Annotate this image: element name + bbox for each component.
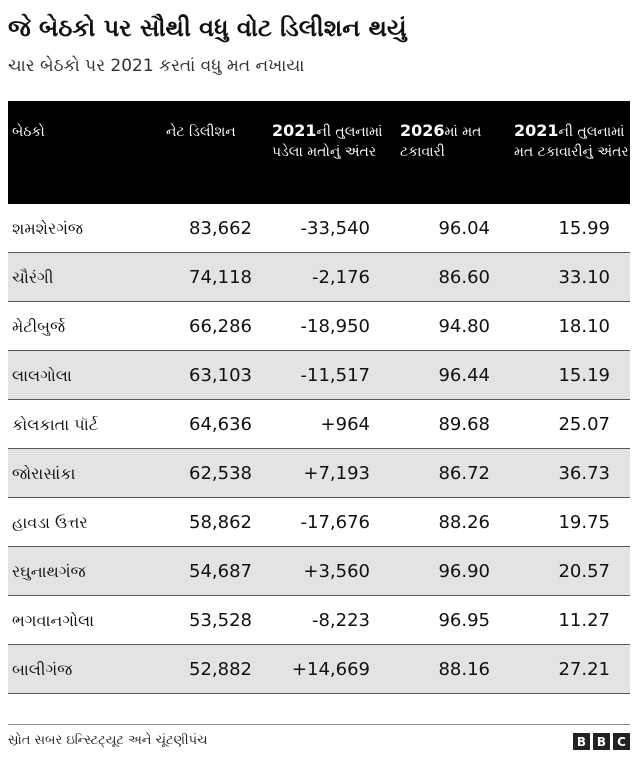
page-subtitle: ચાર બેઠકો પર 2021 કરતાં વધુ મત નખાયા: [8, 56, 305, 76]
table-body: શમશેરગંજ 83,662 -33,540 96.04 15.99 ચૌરંગી 74,…: [8, 204, 630, 694]
cell-seat: કોલકાતા પૉર્ટ: [12, 415, 99, 434]
column-header-turnout-diff: 2021ની તુલનામાં મત ટકાવારીનું અંતર: [514, 121, 629, 160]
page-title: જે બેઠકો પર સૌથી વધુ વોટ ડિલીશન થયું: [8, 14, 407, 42]
column-header-seat: બેઠકો: [12, 124, 45, 140]
table-row: જોરાસાંકા 62,538 +7,193 86.72 36.73: [8, 449, 630, 498]
bbc-logo-letter: B: [593, 733, 610, 750]
column-header-vote-diff: 2021ની તુલનામાં પડેલા મતોનું અંતર: [272, 121, 383, 160]
cell-seat: ભગવાનગોલા: [12, 611, 94, 630]
cell-turnout-diff: 33.10: [558, 267, 610, 288]
table-row: મેટીબુર્જ 66,286 -18,950 94.80 18.10: [8, 302, 630, 351]
table-row: લાલગોલા 63,103 -11,517 96.44 15.19: [8, 351, 630, 400]
cell-turnout-2026: 88.26: [438, 512, 490, 533]
cell-turnout-2026: 88.16: [438, 659, 490, 680]
cell-net-deletion: 53,528: [189, 610, 252, 631]
cell-turnout-diff: 25.07: [558, 414, 610, 435]
bbc-logo-letter: B: [573, 733, 590, 750]
column-header-turnout-2026: 2026માં મત ટકાવારી: [400, 121, 482, 160]
cell-net-deletion: 64,636: [189, 414, 252, 435]
cell-vote-diff: +7,193: [303, 463, 370, 484]
cell-net-deletion: 62,538: [189, 463, 252, 484]
bbc-logo: B B C: [573, 733, 630, 750]
cell-turnout-diff: 18.10: [558, 316, 610, 337]
table-row: કોલકાતા પૉર્ટ 64,636 +964 89.68 25.07: [8, 400, 630, 449]
cell-vote-diff: -8,223: [311, 610, 370, 631]
table-row: ભગવાનગોલા 53,528 -8,223 96.95 11.27: [8, 596, 630, 645]
cell-vote-diff: -33,540: [300, 218, 370, 239]
cell-turnout-2026: 86.72: [438, 463, 490, 484]
cell-net-deletion: 66,286: [189, 316, 252, 337]
cell-turnout-2026: 96.95: [438, 610, 490, 631]
cell-turnout-diff: 20.57: [558, 561, 610, 582]
cell-turnout-2026: 89.68: [438, 414, 490, 435]
cell-net-deletion: 58,862: [189, 512, 252, 533]
bbc-logo-letter: C: [613, 733, 630, 750]
cell-net-deletion: 52,882: [189, 659, 252, 680]
cell-turnout-diff: 19.75: [558, 512, 610, 533]
cell-turnout-2026: 96.90: [438, 561, 490, 582]
cell-seat: મેટીબુર્જ: [12, 317, 66, 336]
cell-net-deletion: 63,103: [189, 365, 252, 386]
data-table: બેઠકો નેટ ડિલીશન 2021ની તુલનામાં પડેલા મ…: [8, 101, 630, 694]
cell-turnout-2026: 96.04: [438, 218, 490, 239]
source-note: સ્રોત સબર ઇન્સ્ટિટ્યૂટ અને ચૂંટણીપંચ: [8, 733, 208, 748]
column-header-net-deletion: નેટ ડિલીશન: [166, 124, 236, 140]
cell-net-deletion: 74,118: [189, 267, 252, 288]
cell-seat: રઘુનાથગંજ: [12, 562, 86, 581]
cell-vote-diff: -11,517: [300, 365, 370, 386]
cell-seat: બાલીગંજ: [12, 660, 73, 679]
cell-vote-diff: +3,560: [303, 561, 370, 582]
table-row: રઘુનાથગંજ 54,687 +3,560 96.90 20.57: [8, 547, 630, 596]
cell-vote-diff: -17,676: [300, 512, 370, 533]
cell-seat: હાવડા ઉત્તર: [12, 513, 88, 532]
table-row: હાવડા ઉત્તર 58,862 -17,676 88.26 19.75: [8, 498, 630, 547]
cell-seat: જોરાસાંકા: [12, 464, 76, 483]
cell-vote-diff: +14,669: [291, 659, 370, 680]
cell-seat: લાલગોલા: [12, 366, 72, 385]
cell-net-deletion: 54,687: [189, 561, 252, 582]
table-row: બાલીગંજ 52,882 +14,669 88.16 27.21: [8, 645, 630, 694]
cell-turnout-diff: 15.99: [558, 218, 610, 239]
cell-vote-diff: +964: [320, 414, 370, 435]
table-header: બેઠકો નેટ ડિલીશન 2021ની તુલનામાં પડેલા મ…: [8, 101, 630, 204]
table-row: શમશેરગંજ 83,662 -33,540 96.04 15.99: [8, 204, 630, 253]
cell-vote-diff: -2,176: [311, 267, 370, 288]
cell-turnout-diff: 36.73: [558, 463, 610, 484]
cell-turnout-2026: 86.60: [438, 267, 490, 288]
cell-turnout-2026: 94.80: [438, 316, 490, 337]
cell-seat: શમશેરગંજ: [12, 219, 84, 238]
cell-turnout-diff: 11.27: [558, 610, 610, 631]
cell-vote-diff: -18,950: [300, 316, 370, 337]
cell-net-deletion: 83,662: [189, 218, 252, 239]
cell-seat: ચૌરંગી: [12, 268, 54, 287]
table-row: ચૌરંગી 74,118 -2,176 86.60 33.10: [8, 253, 630, 302]
cell-turnout-diff: 27.21: [558, 659, 610, 680]
cell-turnout-diff: 15.19: [558, 365, 610, 386]
cell-turnout-2026: 96.44: [438, 365, 490, 386]
footer-divider: [8, 724, 630, 725]
